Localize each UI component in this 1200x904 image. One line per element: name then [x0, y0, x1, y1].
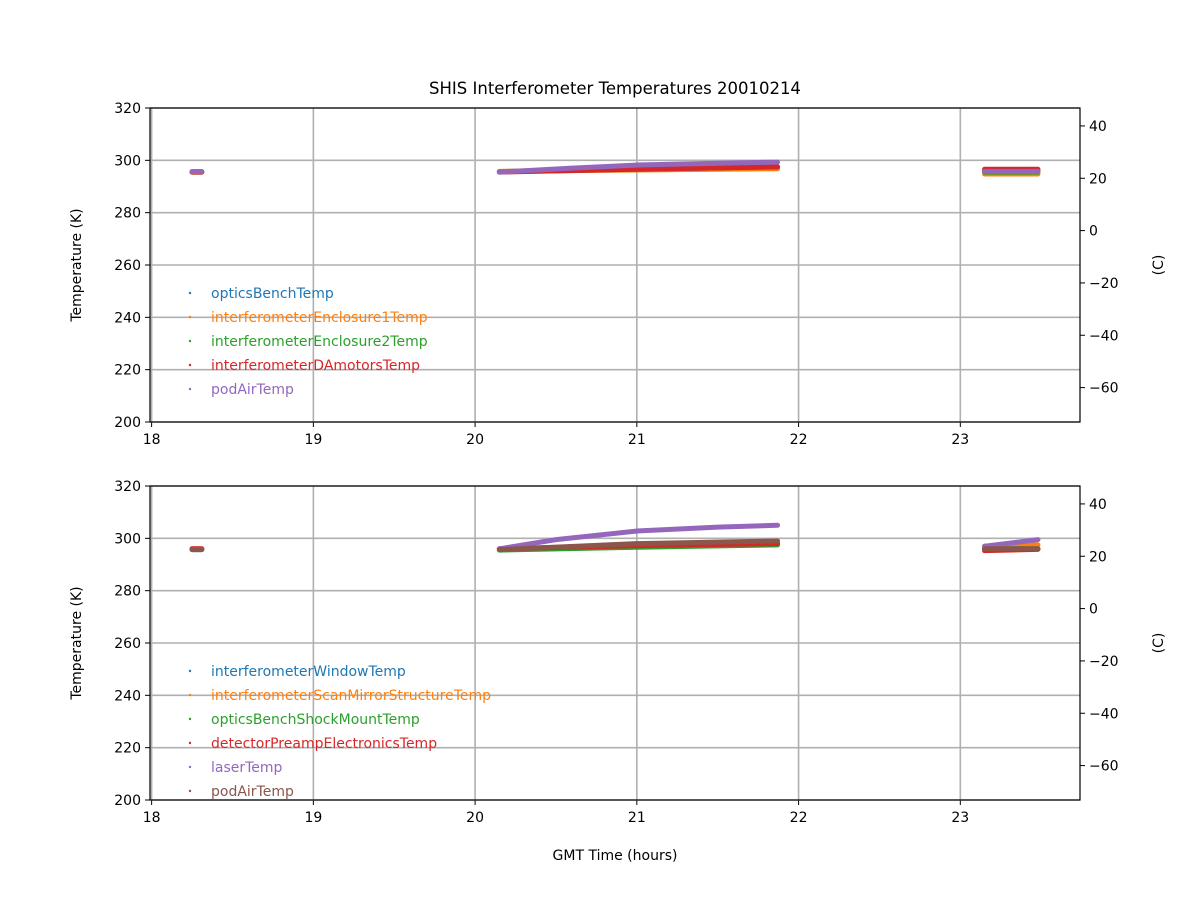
- chart-title: SHIS Interferometer Temperatures 2001021…: [429, 79, 801, 98]
- y-right-tick-label: −20: [1089, 276, 1119, 292]
- legend-marker: [188, 387, 192, 391]
- legend-marker: [188, 315, 192, 319]
- axes-frame: [149, 107, 1081, 423]
- y-right-tick-label: −60: [1089, 759, 1119, 775]
- legend-label: podAirTemp: [211, 382, 294, 398]
- x-tick-label: 18: [143, 432, 161, 448]
- legend-marker: [188, 669, 192, 673]
- x-tick-label: 20: [466, 432, 484, 448]
- legend-marker: [188, 789, 192, 793]
- legend-marker: [188, 291, 192, 295]
- x-tick-label: 22: [790, 432, 808, 448]
- y-right-tick-label: −40: [1089, 328, 1119, 344]
- y-tick-label: 220: [114, 363, 141, 379]
- y-right-tick-label: 40: [1089, 119, 1107, 135]
- x-tick-label: 20: [466, 810, 484, 826]
- x-tick-label: 22: [790, 810, 808, 826]
- legend-label: podAirTemp: [211, 784, 294, 800]
- y-right-tick-label: 40: [1089, 497, 1107, 513]
- y-right-tick-label: 0: [1089, 602, 1098, 618]
- x-tick-label: 18: [143, 810, 161, 826]
- y-tick-label: 300: [114, 153, 141, 169]
- y-axis-label: Temperature (K): [69, 586, 85, 700]
- legend-label: interferometerEnclosure2Temp: [211, 334, 428, 350]
- y-right-tick-label: −40: [1089, 706, 1119, 722]
- x-tick-label: 19: [304, 432, 322, 448]
- x-axis-label: GMT Time (hours): [553, 848, 678, 864]
- y-right-tick-label: 20: [1089, 549, 1107, 565]
- series-line-podAirTemp: [496, 538, 781, 553]
- legend-label: opticsBenchShockMountTemp: [211, 712, 420, 728]
- legend-label: interferometerEnclosure1Temp: [211, 310, 428, 326]
- y-tick-label: 260: [114, 258, 141, 274]
- y-tick-label: 320: [114, 101, 141, 117]
- legend-marker: [188, 717, 192, 721]
- y-right-axis-label: (C): [1151, 255, 1167, 276]
- x-tick-label: 21: [628, 810, 646, 826]
- y-right-tick-label: 20: [1089, 171, 1107, 187]
- legend-label: interferometerDAmotorsTemp: [211, 358, 420, 374]
- y-axis-label: Temperature (K): [69, 208, 85, 322]
- y-right-tick-label: 0: [1089, 224, 1098, 240]
- y-tick-label: 280: [114, 206, 141, 222]
- y-right-axis-label: (C): [1151, 633, 1167, 654]
- legend-marker: [188, 693, 192, 697]
- series-line-podAirTemp: [496, 159, 781, 175]
- series-line-laserTemp: [496, 522, 781, 552]
- y-right-tick-label: −60: [1089, 381, 1119, 397]
- y-right-tick-label: −20: [1089, 654, 1119, 670]
- legend-marker: [188, 339, 192, 343]
- bottom-panel: 18 19 20 21 22 23200220240260280300320−60−40−…: [69, 479, 1167, 826]
- x-tick-label: 21: [628, 432, 646, 448]
- y-tick-label: 300: [114, 531, 141, 547]
- y-tick-label: 260: [114, 636, 141, 652]
- x-tick-label: 19: [304, 810, 322, 826]
- legend-marker: [188, 741, 192, 745]
- x-tick-label: 23: [951, 810, 969, 826]
- y-tick-label: 280: [114, 584, 141, 600]
- legend-marker: [188, 765, 192, 769]
- legend-label: opticsBenchTemp: [211, 286, 334, 302]
- y-tick-label: 240: [114, 688, 141, 704]
- y-tick-label: 200: [114, 415, 141, 431]
- legend-marker: [188, 363, 192, 367]
- y-tick-label: 220: [114, 741, 141, 757]
- legend-label: interferometerWindowTemp: [211, 664, 406, 680]
- axes-frame: [149, 485, 1081, 801]
- x-tick-label: 23: [951, 432, 969, 448]
- y-tick-label: 200: [114, 793, 141, 809]
- series-line-laserTemp: [982, 537, 1041, 549]
- y-tick-label: 320: [114, 479, 141, 495]
- top-panel: 18 19 20 21 22 23200220240260280300320−60−40−…: [69, 101, 1167, 448]
- legend-label: laserTemp: [211, 760, 283, 776]
- legend-label: detectorPreampElectronicsTemp: [211, 736, 437, 752]
- y-tick-label: 240: [114, 310, 141, 326]
- legend-label: interferometerScanMirrorStructureTemp: [211, 688, 491, 704]
